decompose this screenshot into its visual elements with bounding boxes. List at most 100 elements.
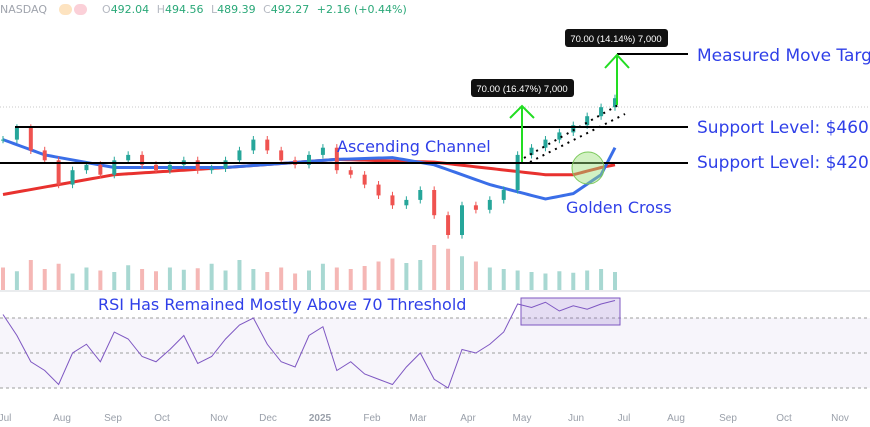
volume-bar [1, 267, 5, 290]
open-value: 492.04 [110, 3, 150, 16]
candle-body [98, 164, 103, 175]
volume-bar [70, 273, 75, 290]
volume-bar [98, 270, 103, 290]
channel-label: Ascending Channel [337, 137, 491, 156]
volume-bar [585, 270, 590, 290]
candle-body [376, 184, 381, 196]
channel-upper [523, 103, 621, 159]
candles [1, 94, 617, 239]
candle-body [307, 154, 311, 165]
candle-body [418, 190, 423, 200]
candle-body [209, 168, 214, 171]
candle-body [362, 174, 367, 185]
volume-bar [543, 273, 548, 290]
volume-bar [390, 258, 395, 290]
volume-bar [14, 271, 19, 290]
candle-body [42, 150, 47, 161]
x-tick-label: Oct [154, 413, 170, 424]
golden-cross-label: Golden Cross [566, 198, 672, 217]
svg-text:70.00 (16.47%) 7,000: 70.00 (16.47%) 7,000 [476, 84, 567, 95]
volume-bar [557, 271, 562, 290]
volume-bar [223, 270, 228, 290]
volume-bar [42, 269, 47, 290]
candle-body [543, 139, 548, 148]
candle-body [557, 132, 562, 140]
volume-bar [195, 268, 200, 290]
candle-body [14, 127, 19, 140]
high-value: 494.56 [164, 3, 204, 16]
volume-bar [84, 267, 89, 290]
x-tick-label: Apr [460, 413, 476, 424]
low-value: 489.39 [217, 3, 256, 16]
candle-body [140, 154, 145, 165]
volume-bar [376, 261, 381, 290]
market-open-icon [58, 4, 72, 15]
candle-body [571, 125, 576, 133]
up-arrow-2 [604, 53, 630, 105]
x-tick-label: Mar [409, 413, 427, 424]
x-tick-label: Dec [259, 413, 277, 424]
change-value: +2.16 (+0.44%) [316, 3, 407, 16]
x-tick-label: Nov [210, 413, 228, 424]
volume-bar [334, 267, 339, 290]
support-420-label: Support Level: $420 [697, 153, 869, 173]
candle-body [195, 160, 200, 171]
volume-bar [112, 272, 117, 290]
volume-bar [348, 269, 353, 290]
svg-text:70.00 (14.14%) 7,000: 70.00 (14.14%) 7,000 [570, 34, 661, 45]
candle-body [446, 215, 451, 235]
volume-bar [251, 269, 256, 290]
measured-move-label: Measured Move Target [697, 46, 870, 66]
candle-body [320, 147, 325, 155]
x-tick-label: Aug [53, 413, 71, 424]
up-arrow-1 [509, 104, 535, 162]
x-tick-label: Oct [776, 413, 792, 424]
candle-body [334, 147, 339, 171]
volume-bar [237, 260, 242, 290]
volume-bar [418, 260, 423, 290]
volume-bar [529, 272, 534, 290]
rsi-note: RSI Has Remained Mostly Above 70 Thresho… [98, 295, 466, 314]
x-tick-label: May [513, 413, 532, 424]
volume-bar [320, 263, 325, 290]
volume-bar [571, 272, 576, 290]
candle-body [154, 164, 158, 171]
volume-bar [473, 261, 478, 290]
volume-bar [501, 269, 506, 290]
candle-body [613, 98, 617, 108]
support-460-label: Support Level: $460 [697, 118, 869, 138]
volume-bar [404, 263, 409, 290]
candle-body [56, 160, 61, 185]
candle-body [28, 127, 33, 151]
candle-body [1, 139, 5, 141]
volume-bar [56, 263, 61, 290]
volume-bar [487, 267, 492, 290]
candle-body [585, 116, 590, 126]
x-tick-label: Jul [618, 413, 631, 424]
volume-bar [140, 269, 145, 290]
volume-bar [181, 269, 186, 290]
volume-bar [209, 263, 214, 290]
volume-bar [167, 267, 172, 290]
candle-body [279, 150, 284, 161]
volume-bars [1, 245, 617, 290]
candle-body [487, 199, 492, 210]
candle-body [599, 107, 604, 117]
candle-body [501, 190, 506, 200]
x-tick-label: Sep [104, 413, 122, 424]
x-tick-label: Aug [667, 413, 685, 424]
rsi-line [2, 300, 616, 389]
volume-bar [599, 269, 604, 290]
volume-bar [460, 256, 464, 290]
volume-bar [279, 267, 284, 290]
candle-body [70, 170, 75, 185]
volume-bar [28, 260, 33, 290]
rsi-highlight-box [520, 297, 621, 326]
candle-body [167, 164, 172, 171]
candle-body [251, 139, 256, 151]
volume-bar [446, 248, 451, 290]
symbol-name: NASDAQ [0, 3, 48, 16]
candle-body [223, 160, 228, 169]
volume-bar [154, 271, 158, 290]
